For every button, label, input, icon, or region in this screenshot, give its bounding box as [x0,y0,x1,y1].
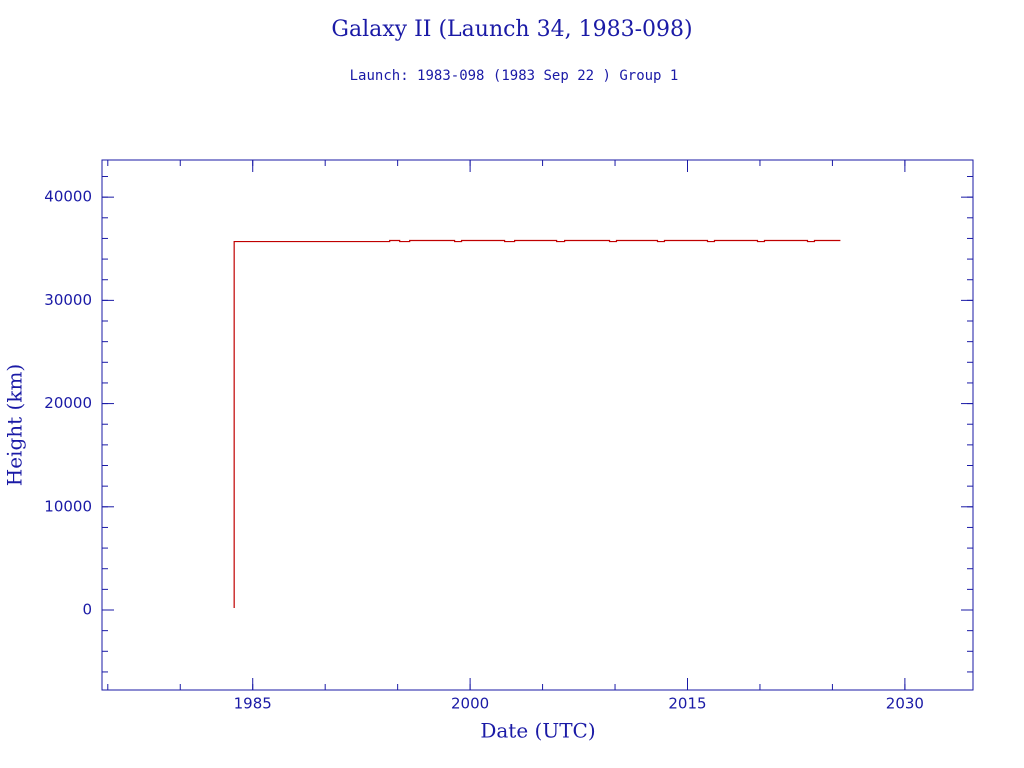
data-line [233,239,841,608]
y-tick-label: 30000 [44,291,92,309]
x-tick-label: 2030 [886,695,924,713]
y-tick-label: 40000 [44,188,92,206]
x-axis-label: Date (UTC) [480,719,595,743]
x-tick-label: 1985 [234,695,272,713]
x-tick-label: 2015 [668,695,706,713]
chart-subtitle: Launch: 1983-098 (1983 Sep 22 ) Group 1 [350,68,679,84]
y-tick-label: 0 [82,601,92,619]
plot-frame [101,159,974,691]
y-axis-label: Height (km) [3,364,27,486]
y-tick-label: 20000 [44,394,92,412]
chart-title: Galaxy II (Launch 34, 1983-098) [331,17,692,42]
x-tick-label: 2000 [451,695,489,713]
y-tick-label: 10000 [44,497,92,515]
